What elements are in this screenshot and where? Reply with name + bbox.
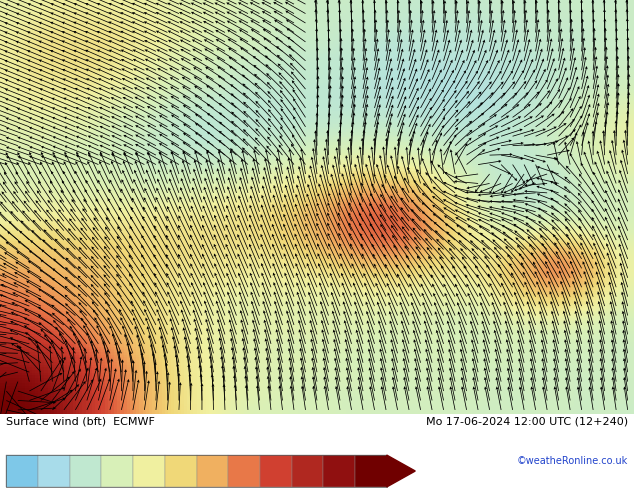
Polygon shape [387, 455, 415, 487]
Bar [323, 455, 355, 487]
Bar [355, 455, 387, 487]
Bar [6, 455, 38, 487]
Bar [101, 455, 133, 487]
Bar [292, 455, 323, 487]
Bar [197, 455, 228, 487]
Bar [228, 455, 260, 487]
Bar [38, 455, 70, 487]
Bar [6, 455, 387, 487]
Bar [260, 455, 292, 487]
Text: ©weatheRonline.co.uk: ©weatheRonline.co.uk [517, 456, 628, 466]
Bar [165, 455, 197, 487]
Text: Surface wind (bft)  ECMWF: Surface wind (bft) ECMWF [6, 416, 155, 426]
Bar [133, 455, 165, 487]
Bar [70, 455, 101, 487]
Text: Mo 17-06-2024 12:00 UTC (12+240): Mo 17-06-2024 12:00 UTC (12+240) [425, 416, 628, 426]
